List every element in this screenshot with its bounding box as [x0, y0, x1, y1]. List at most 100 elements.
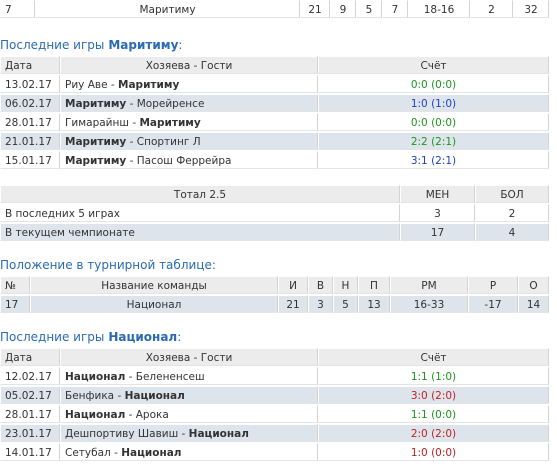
cell-text: 3: [434, 208, 441, 220]
heading-suffix: :: [178, 38, 183, 52]
table-row: 28.01.17 Гимарайнш - Маритиму 0:0 (0:0): [0, 113, 549, 131]
home-team: Маритиму: [65, 98, 127, 110]
cell: 1:1 (1:0): [318, 367, 549, 385]
separator: -: [107, 79, 119, 91]
cell: 05.02.17: [0, 386, 60, 404]
cell-text: 2: [508, 208, 516, 220]
table-row: Тотал 2.5 МЕН БОЛ: [0, 185, 549, 203]
cell: 2:2 (2:1): [318, 132, 549, 150]
cell-text: Дата: [5, 60, 33, 72]
away-team: Арока: [135, 409, 169, 421]
match-date: 23.01.17: [5, 428, 52, 440]
table-row: 7 Маритиму 21 9 5 7 18-16 2 32: [0, 0, 549, 18]
away-team: Национал: [188, 428, 249, 440]
separator: -: [125, 409, 136, 421]
cell: Счёт: [318, 56, 549, 74]
cell: Хозяева - Гости: [60, 56, 318, 74]
cell-text: 16-33: [413, 299, 445, 311]
match-date: 15.01.17: [5, 155, 52, 167]
cell: 13.02.17: [0, 75, 60, 93]
cell: 3:0 (2:0): [318, 386, 549, 404]
match-score: 1:1 (0:0): [410, 409, 457, 421]
cell-text: БОЛ: [500, 189, 524, 201]
cell: П: [358, 276, 390, 294]
cell: 18-16: [408, 0, 470, 18]
cell-text: В текущем чемпионате: [5, 227, 135, 239]
cell-text: 17: [430, 227, 445, 239]
home-team: Национал: [65, 371, 126, 383]
cell: 16-33: [390, 295, 468, 313]
table-row: 06.02.17 Маритиму - Морейренсе 1:0 (1:0): [0, 94, 549, 112]
away-team: Морейренсе: [136, 98, 205, 110]
separator: -: [178, 428, 189, 440]
match-date: 05.02.17: [5, 390, 52, 402]
match-date: 28.01.17: [5, 409, 52, 421]
cell: №: [0, 276, 30, 294]
heading-text: Последние игры: [0, 330, 105, 344]
cell-text: В: [316, 280, 325, 292]
cell-text: 2: [488, 4, 495, 16]
cell: МЕН: [400, 185, 475, 203]
table-row: Дата Хозяева - Гости Счёт: [0, 56, 549, 74]
separator: -: [126, 155, 137, 167]
cell: Тотал 2.5: [0, 185, 400, 203]
cell-text: Счёт: [420, 352, 447, 364]
cell: 4: [475, 223, 549, 241]
match-score: 0:0 (0:0): [410, 117, 457, 129]
heading-team: Национал: [108, 330, 178, 344]
cell: Н: [333, 276, 358, 294]
cell: 13: [358, 295, 390, 313]
table-row: 12.02.17 Национал - Белененсеш 1:1 (1:0): [0, 367, 549, 385]
match-date: 14.01.17: [5, 447, 52, 459]
heading-text: Последние игры: [0, 38, 105, 52]
cell: 14: [518, 295, 549, 313]
cell: 14.01.17: [0, 443, 60, 461]
cell: 17: [0, 295, 30, 313]
cell: 1:0 (1:0): [318, 94, 549, 112]
cell: 3: [308, 295, 333, 313]
home-team: Гимарайнш: [65, 117, 129, 129]
cell-text: 14: [526, 299, 541, 311]
cell: Маритиму - Пасош Феррейра: [60, 151, 318, 169]
cell: Р: [468, 276, 518, 294]
cell: 28.01.17: [0, 113, 60, 131]
cell: 0:0 (0:0): [318, 75, 549, 93]
cell-text: Н: [341, 280, 350, 292]
match-date: 06.02.17: [5, 98, 52, 110]
cell: Национал - Белененсеш: [60, 367, 318, 385]
cell: Название команды: [30, 276, 278, 294]
table-row: 13.02.17 Риу Аве - Маритиму 0:0 (0:0): [0, 75, 549, 93]
table-row: 17 Национал 21 3 5 13 16-33 -17 14: [0, 295, 549, 313]
table-row: № Название команды И В Н П РМ Р О: [0, 276, 549, 294]
separator: -: [125, 371, 136, 383]
cell: Бенфика - Национал: [60, 386, 318, 404]
cell: 2:0 (2:0): [318, 424, 549, 442]
cell: 2: [470, 0, 513, 18]
cell-text: Р: [489, 280, 497, 292]
cell: Маритиму - Спортинг Л: [60, 132, 318, 150]
separator: -: [110, 447, 122, 459]
cell-text: Маритиму: [139, 4, 196, 16]
cell: РМ: [390, 276, 468, 294]
table-row: 14.01.17 Сетубал - Национал 1:0 (0:0): [0, 443, 549, 461]
table-row: В текущем чемпионате 17 4: [0, 223, 549, 241]
cell: 21.01.17: [0, 132, 60, 150]
cell: БОЛ: [475, 185, 549, 203]
match-score: 3:0 (2:0): [410, 390, 457, 402]
match-date: 12.02.17: [5, 371, 52, 383]
away-team: Маритиму: [118, 79, 180, 91]
cell-text: Название команды: [101, 280, 207, 292]
cell: И: [278, 276, 308, 294]
away-team: Спортинг Л: [136, 136, 201, 148]
match-date: 13.02.17: [5, 79, 52, 91]
cell-text: МЕН: [425, 189, 450, 201]
cell: 1:0 (0:0): [318, 443, 549, 461]
cell: 0:0 (0:0): [318, 113, 549, 131]
cell-text: Хозяева - Гости: [145, 60, 233, 72]
match-score: 3:1 (2:1): [410, 155, 457, 167]
cell-text: Счёт: [420, 60, 447, 72]
match-score: 1:0 (1:0): [410, 98, 457, 110]
cell-text: 3: [317, 299, 324, 311]
cell: Национал: [30, 295, 278, 313]
cell: 28.01.17: [0, 405, 60, 423]
